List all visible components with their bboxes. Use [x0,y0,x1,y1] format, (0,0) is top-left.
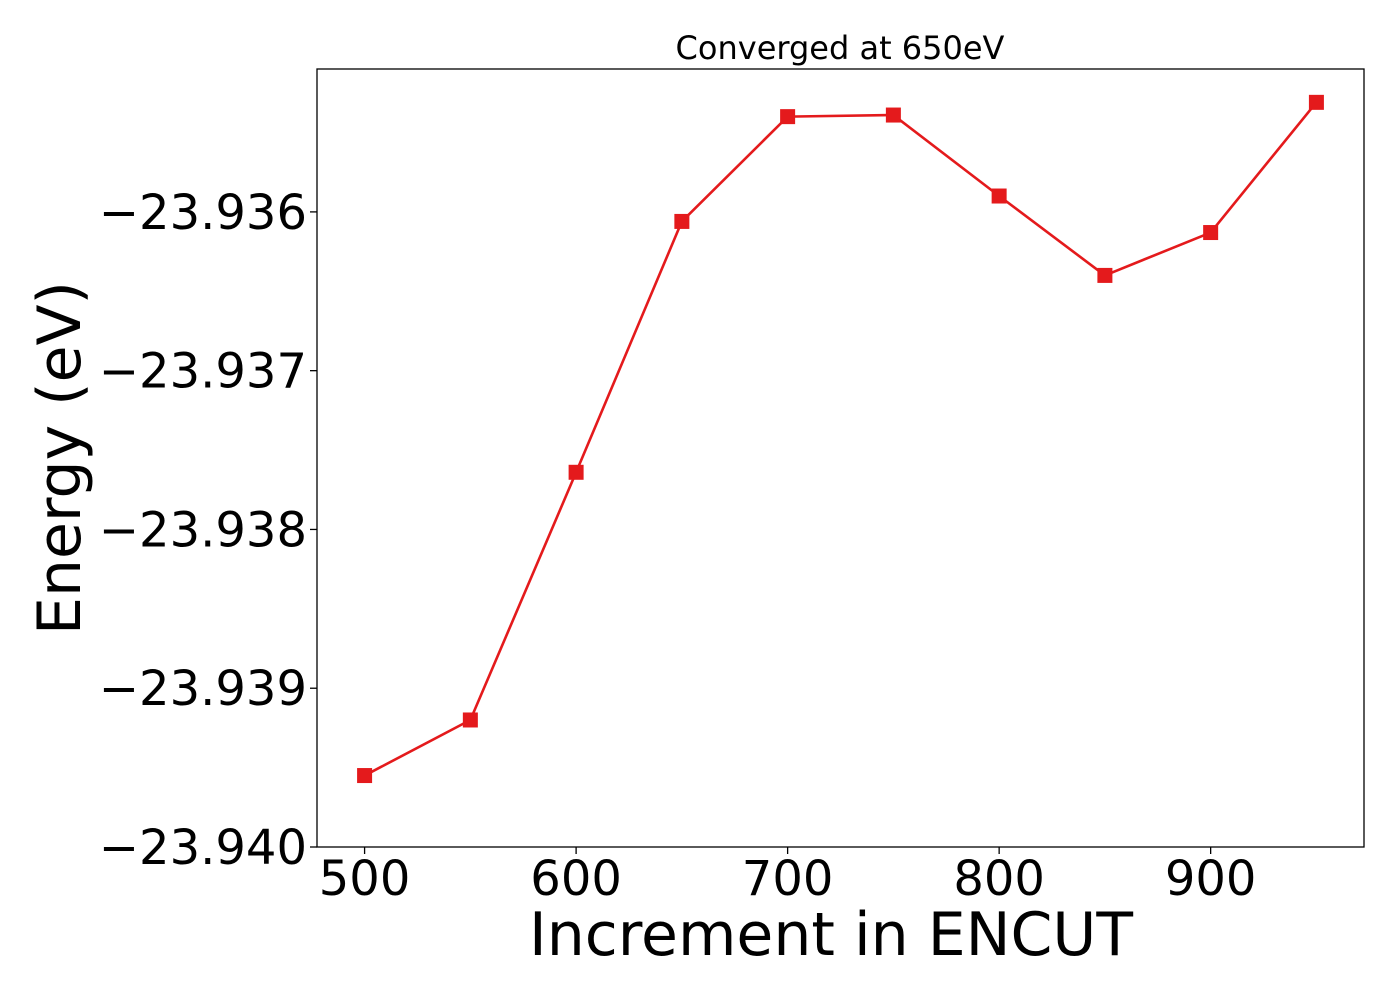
plot-area [316,68,1365,848]
x-axis-ticks: 500 600 700 800 900 [319,847,1257,907]
y-tick-label: −23.936 [99,185,307,241]
chart-title: Converged at 650eV [676,29,1005,67]
y-axis-ticks: −23.936 −23.937 −23.938 −23.939 −23.940 [99,185,317,876]
y-tick-label: −23.939 [99,661,307,717]
data-point-marker [1097,267,1113,283]
data-point-marker [674,213,690,229]
x-tick-label: 500 [319,851,411,907]
series-line [363,101,1318,777]
x-tick-label: 700 [742,851,834,907]
y-tick-label: −23.937 [99,344,307,400]
x-tick-label: 800 [953,851,1045,907]
data-point-marker [357,768,373,784]
data-point-marker [1203,225,1219,241]
data-point-marker [462,712,478,728]
data-point-marker [780,109,796,125]
y-tick-label: −23.940 [99,820,307,876]
data-point-marker [568,464,584,480]
data-point-marker [991,188,1007,204]
y-axis-label: Energy (eV) [25,281,95,635]
data-point-marker [1308,94,1324,110]
series-layer [357,94,1324,784]
data-point-marker [885,107,901,123]
x-tick-label: 600 [530,851,622,907]
x-axis-label: Increment in ENCUT [529,900,1133,970]
y-tick-label: −23.938 [99,502,307,558]
x-tick-label: 900 [1165,851,1257,907]
